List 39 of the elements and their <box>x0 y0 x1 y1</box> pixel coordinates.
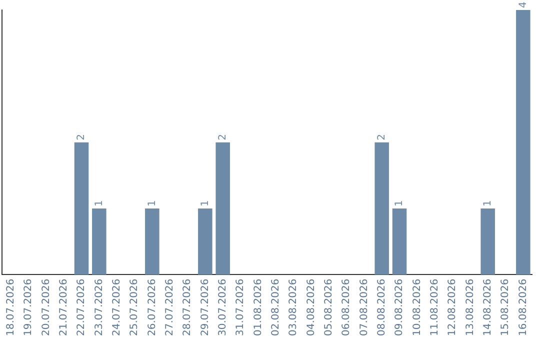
data-label: 1 <box>200 200 211 207</box>
x-tick-label: 07.08.2026 <box>358 278 370 336</box>
x-tick-label: 15.08.2026 <box>500 278 512 336</box>
data-label: 1 <box>394 200 406 207</box>
x-tick-label: 02.08.2026 <box>270 278 282 336</box>
x-tick-label: 20.07.2026 <box>40 278 52 336</box>
x-tick-label: 22.07.2026 <box>76 278 88 336</box>
x-tick-label: 19.07.2026 <box>23 278 34 336</box>
x-tick-label: 30.07.2026 <box>217 278 228 336</box>
x-tick-label: 05.08.2026 <box>323 278 334 336</box>
x-tick-label: 08.08.2026 <box>376 278 388 336</box>
data-label: 2 <box>76 134 88 140</box>
x-tick-label: 04.08.2026 <box>306 278 317 336</box>
x-tick-label: 26.07.2026 <box>146 278 158 336</box>
x-tick-label: 27.07.2026 <box>164 278 176 336</box>
x-tick-label: 16.08.2026 <box>518 278 529 336</box>
x-tick-label: 06.08.2026 <box>341 278 352 336</box>
x-tick-label: 23.07.2026 <box>94 278 105 336</box>
x-tick-label: 29.07.2026 <box>200 278 211 336</box>
data-label: 1 <box>146 200 158 207</box>
data-label: 1 <box>482 200 494 207</box>
x-tick-label: 18.07.2026 <box>5 278 16 336</box>
x-tick-label: 01.08.2026 <box>252 278 264 336</box>
data-label: 4 <box>518 2 529 8</box>
x-tick-label: 14.08.2026 <box>482 278 494 336</box>
data-label: 1 <box>94 200 105 207</box>
x-tick-label: 10.08.2026 <box>412 278 423 336</box>
x-tick-label: 13.08.2026 <box>464 278 476 336</box>
x-tick-label: 03.08.2026 <box>288 278 300 336</box>
x-tick-label: 28.07.2026 <box>182 278 194 336</box>
data-label: 2 <box>217 134 228 140</box>
x-tick-label: 12.08.2026 <box>447 278 458 336</box>
x-tick-label: 09.08.2026 <box>394 278 406 336</box>
x-tick-label: 24.07.2026 <box>111 278 122 336</box>
x-tick-label: 25.07.2026 <box>129 278 140 336</box>
data-label: 2 <box>376 134 388 140</box>
x-tick-label: 31.07.2026 <box>235 278 246 336</box>
x-tick-label: 21.07.2026 <box>58 278 70 336</box>
x-tick-label: 11.08.2026 <box>429 278 440 336</box>
